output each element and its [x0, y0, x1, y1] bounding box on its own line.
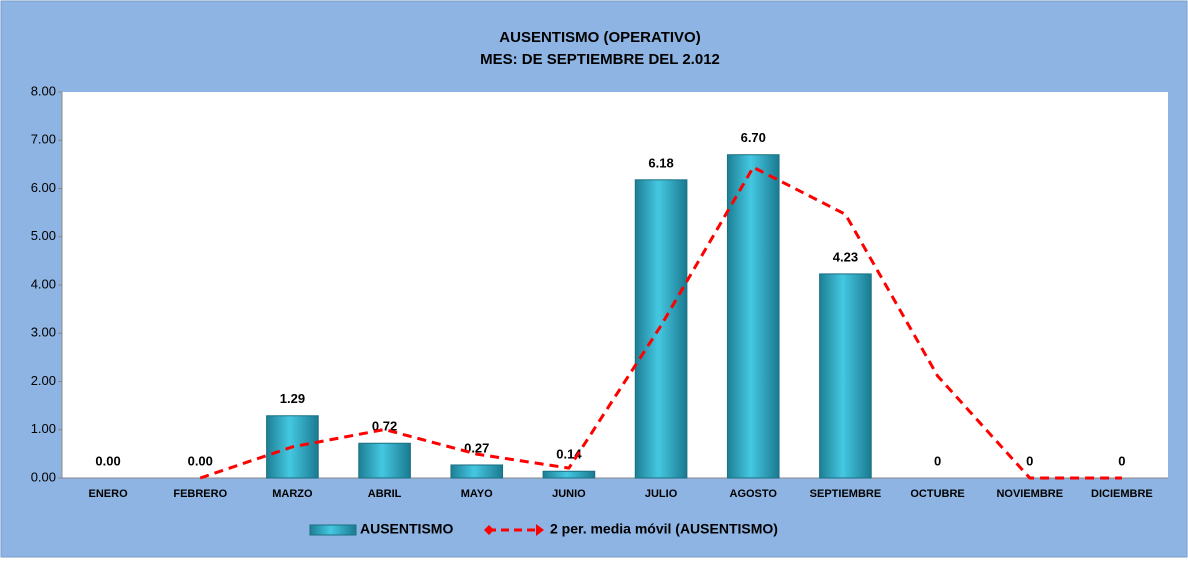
y-tick-label: 0.00: [31, 469, 56, 484]
x-tick-label: DICIEMBRE: [1091, 488, 1153, 500]
data-label: 6.18: [648, 155, 673, 170]
y-tick-label: 3.00: [31, 325, 56, 340]
bar: [726, 154, 780, 479]
data-label: 0.00: [188, 453, 213, 468]
data-label: 1.29: [280, 391, 305, 406]
y-tick-label: 4.00: [31, 276, 56, 291]
data-label: 0: [1026, 453, 1033, 468]
legend-label: 2 per. media móvil (AUSENTISMO): [550, 521, 778, 537]
plot-area: [62, 92, 1168, 478]
x-tick-label: JULIO: [645, 488, 678, 500]
x-tick-label: MAYO: [461, 488, 493, 500]
x-tick-label: MARZO: [272, 488, 313, 500]
chart-title: AUSENTISMO (OPERATIVO): [499, 29, 700, 46]
legend-label: AUSENTISMO: [360, 521, 453, 537]
legend-marker: [484, 525, 494, 535]
bar: [819, 273, 872, 479]
y-tick-label: 5.00: [31, 228, 56, 243]
x-tick-label: JUNIO: [552, 488, 586, 500]
bar: [542, 470, 596, 479]
bar: [358, 442, 411, 479]
data-label: 0: [934, 453, 941, 468]
legend-swatch-bar: [309, 524, 357, 536]
y-tick-label: 2.00: [31, 373, 56, 388]
x-tick-label: OCTUBRE: [910, 488, 964, 500]
data-label: 0.00: [95, 453, 120, 468]
legend-arrow: [536, 524, 544, 536]
x-tick-label: ENERO: [89, 488, 129, 500]
x-tick-label: NOVIEMBRE: [996, 488, 1063, 500]
bar: [450, 464, 504, 479]
y-tick-label: 8.00: [31, 83, 56, 98]
data-label: 0: [1118, 453, 1125, 468]
data-label: 6.70: [741, 130, 766, 145]
y-tick-label: 6.00: [31, 180, 56, 195]
moving-average-line: [199, 165, 1122, 480]
x-tick-label: AGOSTO: [730, 488, 778, 500]
x-tick-label: SEPTIEMBRE: [810, 488, 882, 500]
bar: [634, 179, 688, 479]
y-tick-label: 7.00: [31, 132, 56, 147]
x-tick-label: FEBRERO: [173, 488, 227, 500]
x-tick-label: ABRIL: [368, 488, 402, 500]
chart-subtitle: MES: DE SEPTIEMBRE DEL 2.012: [480, 51, 720, 68]
y-tick-label: 1.00: [31, 421, 56, 436]
data-label: 4.23: [833, 249, 858, 264]
data-label: 0.27: [464, 440, 489, 455]
